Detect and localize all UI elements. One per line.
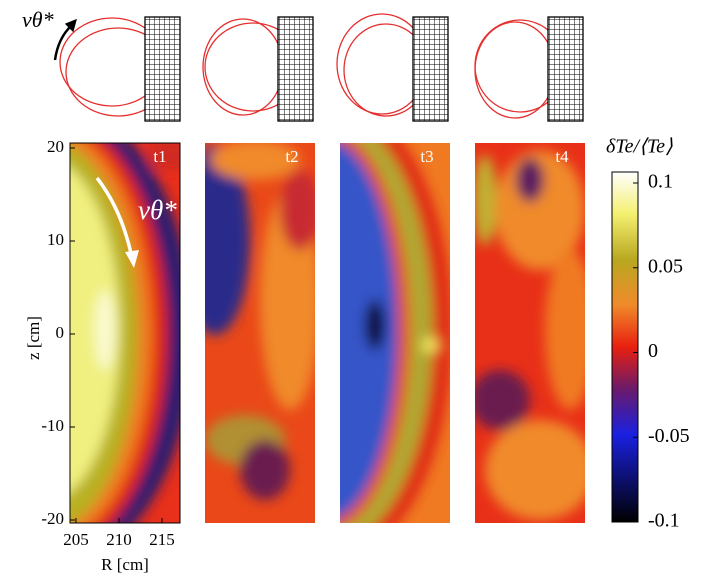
colorbar-tick-label: 0 (648, 340, 658, 362)
panel-label: t3 (420, 147, 433, 166)
y-tick-label: 20 (47, 137, 64, 156)
colorbar-tick-label: 0.05 (648, 255, 683, 277)
x-tick-label: 210 (106, 530, 132, 549)
colorbar-title: δTe/⟨Te⟩ (606, 136, 673, 158)
x-tick-label: 215 (149, 530, 175, 549)
x-axis-label: R [cm] (101, 555, 149, 574)
colorbar (612, 172, 638, 522)
schematics (55, 14, 583, 121)
y-tick-label: 10 (47, 230, 64, 249)
panel-label: t4 (555, 147, 569, 166)
schematic-label: vθ* (22, 7, 54, 32)
y-tick-label: 0 (56, 323, 65, 342)
panel-label: t2 (285, 147, 298, 166)
x-tick-label: 205 (63, 530, 89, 549)
panel-field (180, 140, 320, 523)
colorbar-tick-label: 0.1 (648, 171, 673, 193)
panel-label: t1 (153, 147, 166, 166)
y-axis-label: z [cm] (24, 316, 43, 360)
y-tick-label: -10 (41, 416, 64, 435)
panel-field (470, 143, 595, 523)
colorbar-tick-label: -0.1 (648, 510, 680, 532)
figure: vθ* (0, 0, 708, 581)
y-tick-label: -20 (41, 509, 64, 528)
annotation: vθ* (138, 195, 177, 225)
colorbar-tick-label: -0.05 (648, 425, 690, 447)
